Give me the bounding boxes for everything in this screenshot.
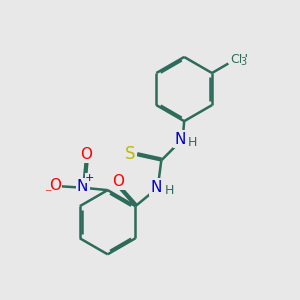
Text: ⁻: ⁻	[44, 187, 51, 201]
Text: O: O	[80, 147, 92, 162]
Text: N: N	[151, 180, 162, 195]
Text: N: N	[175, 131, 186, 146]
Text: O: O	[112, 174, 124, 189]
Text: O: O	[49, 178, 61, 193]
Text: CH: CH	[230, 53, 248, 66]
Text: H: H	[164, 184, 174, 197]
Text: H: H	[188, 136, 197, 149]
Text: 3: 3	[241, 57, 247, 67]
Text: N: N	[77, 179, 88, 194]
Text: S: S	[125, 145, 136, 163]
Text: +: +	[85, 173, 94, 183]
